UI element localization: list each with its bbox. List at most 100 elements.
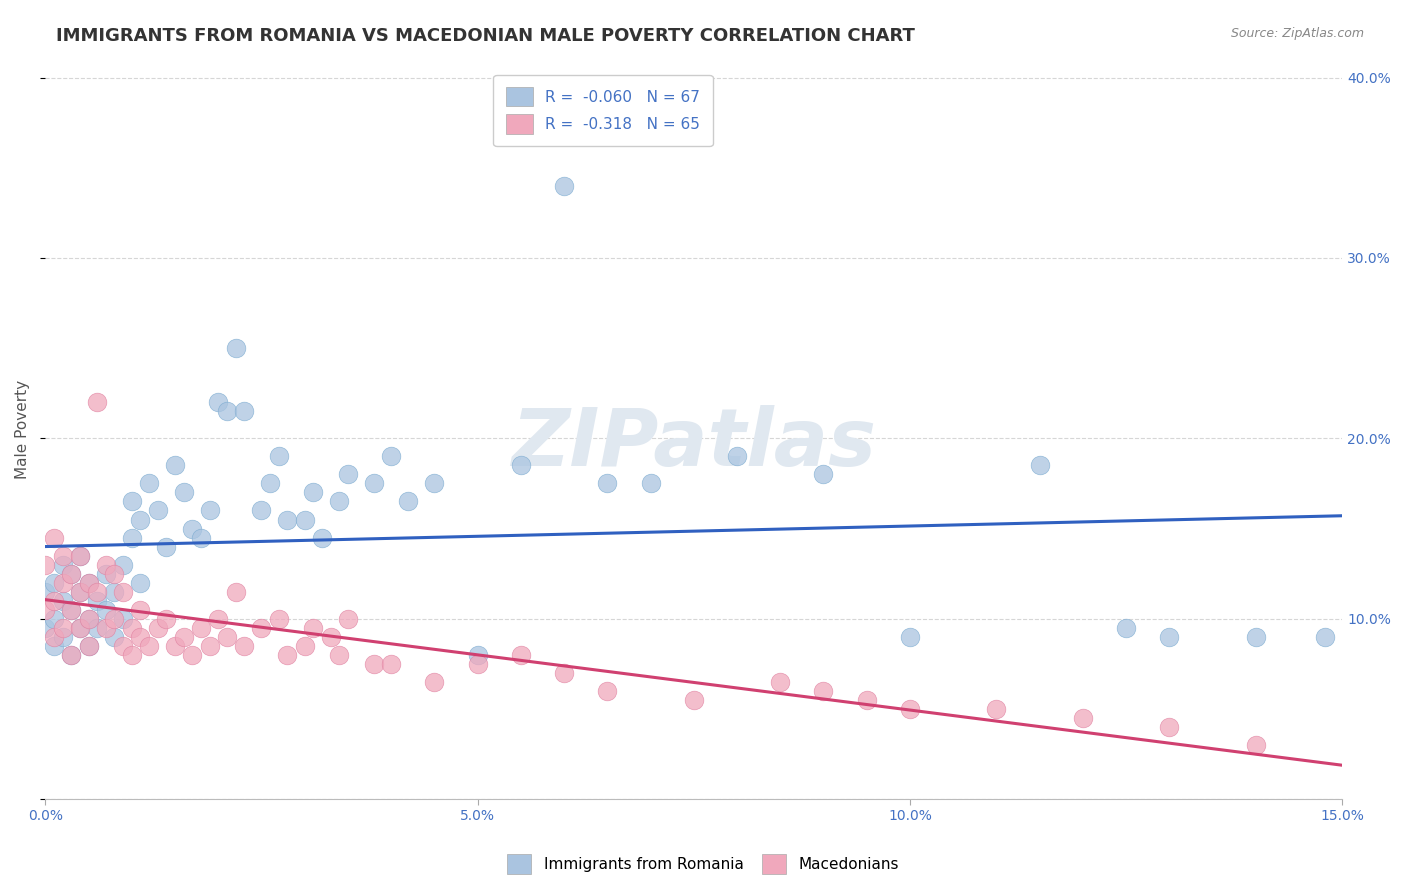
Text: ZIPatlas: ZIPatlas: [512, 405, 876, 483]
Point: [596, 683, 619, 698]
Point: [423, 476, 446, 491]
Point: [60, 648, 83, 662]
Point: [69, 549, 91, 563]
Point: [250, 503, 273, 517]
Point: [769, 674, 792, 689]
Point: [129, 512, 152, 526]
Point: [509, 458, 531, 473]
Point: [215, 404, 238, 418]
Point: [267, 450, 290, 464]
Point: [215, 630, 238, 644]
Point: [34, 621, 56, 635]
Point: [42, 630, 65, 644]
Point: [86, 395, 108, 409]
Point: [94, 566, 117, 581]
Point: [207, 395, 229, 409]
Point: [42, 575, 65, 590]
Point: [328, 648, 350, 662]
Point: [336, 612, 359, 626]
Point: [380, 657, 402, 671]
Point: [328, 494, 350, 508]
Point: [34, 584, 56, 599]
Point: [311, 531, 333, 545]
Point: [112, 639, 135, 653]
Point: [813, 683, 835, 698]
Point: [60, 603, 83, 617]
Point: [725, 450, 748, 464]
Point: [52, 558, 75, 572]
Point: [302, 485, 325, 500]
Point: [294, 512, 316, 526]
Point: [103, 584, 125, 599]
Point: [224, 341, 246, 355]
Point: [52, 549, 75, 563]
Point: [112, 612, 135, 626]
Point: [1313, 630, 1336, 644]
Point: [363, 476, 385, 491]
Text: IMMIGRANTS FROM ROMANIA VS MACEDONIAN MALE POVERTY CORRELATION CHART: IMMIGRANTS FROM ROMANIA VS MACEDONIAN MA…: [56, 27, 915, 45]
Point: [94, 621, 117, 635]
Point: [52, 575, 75, 590]
Point: [898, 630, 921, 644]
Point: [181, 522, 204, 536]
Y-axis label: Male Poverty: Male Poverty: [15, 380, 30, 479]
Point: [34, 558, 56, 572]
Point: [94, 603, 117, 617]
Point: [86, 593, 108, 607]
Point: [69, 549, 91, 563]
Point: [986, 702, 1008, 716]
Point: [336, 467, 359, 482]
Point: [52, 593, 75, 607]
Point: [396, 494, 419, 508]
Point: [250, 621, 273, 635]
Point: [163, 458, 186, 473]
Point: [302, 621, 325, 635]
Point: [1159, 720, 1181, 734]
Point: [319, 630, 342, 644]
Point: [77, 575, 100, 590]
Point: [112, 558, 135, 572]
Point: [42, 612, 65, 626]
Point: [155, 540, 177, 554]
Point: [121, 494, 143, 508]
Point: [42, 639, 65, 653]
Point: [86, 621, 108, 635]
Point: [813, 467, 835, 482]
Point: [121, 648, 143, 662]
Point: [509, 648, 531, 662]
Point: [155, 612, 177, 626]
Point: [103, 566, 125, 581]
Point: [42, 593, 65, 607]
Point: [380, 450, 402, 464]
Point: [267, 612, 290, 626]
Point: [69, 621, 91, 635]
Point: [198, 639, 221, 653]
Point: [181, 648, 204, 662]
Point: [682, 693, 704, 707]
Point: [138, 639, 160, 653]
Point: [94, 558, 117, 572]
Point: [163, 639, 186, 653]
Point: [190, 531, 212, 545]
Point: [596, 476, 619, 491]
Point: [146, 621, 169, 635]
Point: [69, 584, 91, 599]
Point: [77, 612, 100, 626]
Point: [1244, 630, 1267, 644]
Point: [52, 630, 75, 644]
Point: [60, 566, 83, 581]
Point: [77, 639, 100, 653]
Point: [60, 603, 83, 617]
Point: [112, 584, 135, 599]
Point: [553, 178, 575, 193]
Point: [173, 630, 195, 644]
Point: [1028, 458, 1050, 473]
Point: [173, 485, 195, 500]
Point: [467, 657, 489, 671]
Point: [855, 693, 877, 707]
Point: [207, 612, 229, 626]
Point: [276, 648, 298, 662]
Legend: R =  -0.060   N = 67, R =  -0.318   N = 65: R = -0.060 N = 67, R = -0.318 N = 65: [494, 75, 713, 146]
Point: [1115, 621, 1137, 635]
Legend: Immigrants from Romania, Macedonians: Immigrants from Romania, Macedonians: [501, 848, 905, 880]
